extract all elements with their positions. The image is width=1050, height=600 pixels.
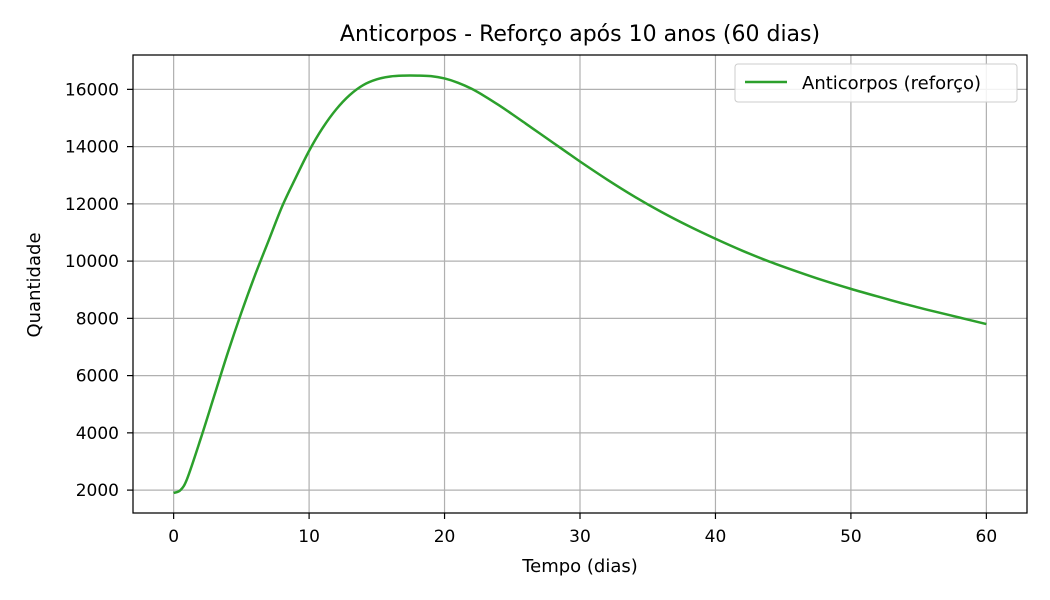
series-layer	[173, 74, 987, 495]
x-tick-label: 40	[705, 527, 727, 547]
legend: Anticorpos (reforço)	[734, 63, 1018, 103]
x-tick-label: 30	[569, 527, 591, 547]
y-tick-label: 12000	[65, 195, 119, 215]
grid-lines	[133, 55, 1027, 513]
x-axis: 0 10 20 30 40 50 60	[168, 513, 997, 547]
legend-box	[734, 63, 1018, 103]
y-axis: 2000 4000 6000 8000 10000 12000 14000 16000	[65, 80, 133, 501]
x-tick-label: 50	[840, 527, 862, 547]
y-tick-label: 10000	[65, 252, 119, 272]
y-tick-label: 2000	[76, 481, 119, 501]
y-tick-label: 16000	[65, 80, 119, 100]
legend-label: Anticorpos (reforço)	[802, 73, 981, 94]
y-tick-label: 6000	[76, 367, 119, 387]
x-tick-label: 0	[168, 527, 179, 547]
x-tick-label: 20	[434, 527, 456, 547]
chart-title: Anticorpos - Reforço após 10 anos (60 di…	[340, 22, 820, 47]
y-tick-label: 4000	[76, 424, 119, 444]
y-tick-label: 14000	[65, 138, 119, 158]
x-tick-label: 10	[298, 527, 320, 547]
x-axis-label: Tempo (dias)	[521, 556, 638, 577]
series-line-anticorpos	[173, 74, 987, 495]
x-tick-label: 60	[976, 527, 998, 547]
y-tick-label: 8000	[76, 309, 119, 329]
y-axis-label: Quantidade	[24, 232, 45, 337]
